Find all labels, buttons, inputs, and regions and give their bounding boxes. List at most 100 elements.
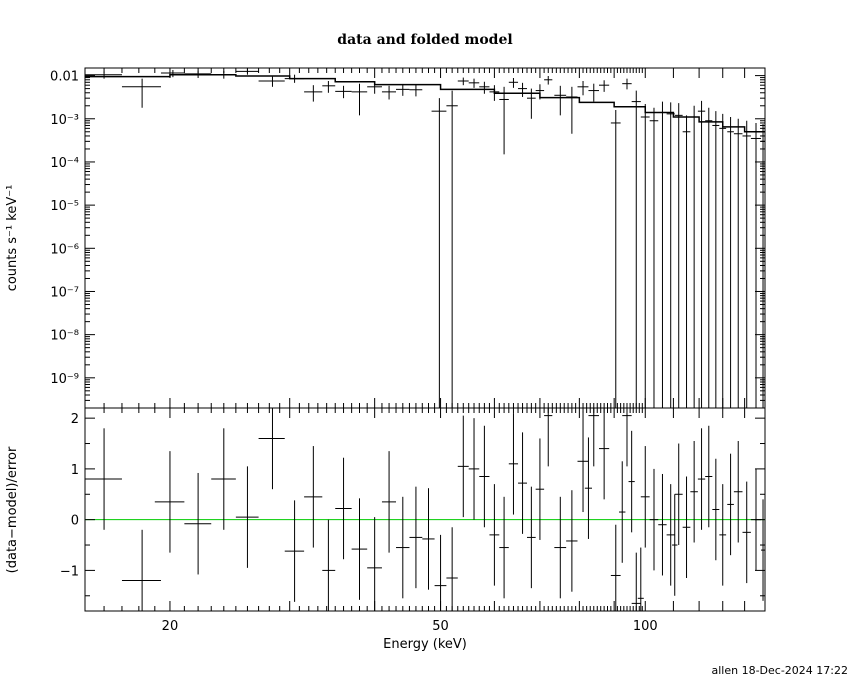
data-point xyxy=(258,76,285,87)
data-point xyxy=(631,90,641,408)
residual-point xyxy=(468,418,480,520)
data-point xyxy=(674,103,683,408)
data-point xyxy=(211,70,236,79)
data-point xyxy=(457,77,469,86)
residual-y-axis-label: (data−model)/error xyxy=(5,446,20,573)
data-point xyxy=(742,120,751,408)
spectrum-panel: 0.01 10⁻³ 10⁻⁴ 10⁻⁵ 10⁻⁶ 10⁻⁷ 10⁻⁸ 10⁻⁹ counts … xyxy=(5,67,766,409)
data-point xyxy=(761,124,765,408)
residual-point xyxy=(577,410,589,513)
data-point xyxy=(235,68,259,75)
data-point xyxy=(284,74,305,83)
residual-point xyxy=(235,466,259,568)
residual-point xyxy=(628,430,635,533)
y-tick-label: 0 xyxy=(71,514,79,529)
residual-point xyxy=(322,519,336,611)
data-point xyxy=(85,71,122,79)
data-point xyxy=(682,115,691,408)
residual-point xyxy=(422,488,435,590)
data-point xyxy=(446,90,458,408)
residual-point xyxy=(508,413,519,515)
data-point xyxy=(351,83,368,116)
residual-point xyxy=(598,408,610,500)
residual-point xyxy=(351,498,368,600)
residual-point xyxy=(750,468,762,571)
residual-point xyxy=(367,517,382,611)
data-point xyxy=(544,75,553,85)
residual-point xyxy=(742,481,751,584)
data-point xyxy=(508,77,519,88)
residual-point xyxy=(526,486,536,589)
residual-point xyxy=(649,468,659,571)
y-tick-label: 10⁻⁷ xyxy=(50,285,79,300)
residual-point xyxy=(610,524,621,611)
residual-point xyxy=(304,446,323,548)
data-point xyxy=(705,107,713,408)
data-point xyxy=(409,84,423,97)
residual-point xyxy=(154,451,185,553)
data-point xyxy=(577,80,589,96)
x-tick-label: 50 xyxy=(432,619,449,634)
data-point xyxy=(658,101,667,408)
data-point xyxy=(322,80,336,93)
data-point xyxy=(727,116,734,408)
data-point xyxy=(381,85,397,100)
x-tick-label: 100 xyxy=(633,619,658,634)
x-tick-label: 20 xyxy=(162,619,179,634)
residual-point xyxy=(672,494,678,596)
model-line xyxy=(85,73,765,133)
data-point xyxy=(526,88,536,119)
spectrum-y-axis-label: counts s⁻¹ keV⁻¹ xyxy=(5,185,20,292)
y-tick-label: 10⁻⁴ xyxy=(50,156,79,171)
data-point xyxy=(479,81,490,94)
residual-point xyxy=(335,457,352,560)
residual-point xyxy=(396,496,410,599)
residual-point xyxy=(584,437,593,539)
data-point xyxy=(598,80,610,92)
data-point xyxy=(640,103,650,408)
data-point xyxy=(468,78,480,88)
residual-point xyxy=(211,428,236,530)
residual-point xyxy=(631,552,641,611)
residual-point xyxy=(184,472,212,575)
y-tick-label: 0.01 xyxy=(50,70,79,85)
residual-point xyxy=(284,500,305,602)
residual-point xyxy=(733,440,743,543)
residual-point xyxy=(666,484,675,586)
residual-point xyxy=(640,446,650,548)
residual-point xyxy=(727,453,734,556)
residual-point xyxy=(499,496,509,599)
data-point xyxy=(697,100,706,408)
data-point xyxy=(666,102,675,408)
residual-point xyxy=(544,408,553,467)
residual-point xyxy=(554,496,567,599)
residual-point xyxy=(674,443,683,546)
data-point xyxy=(690,105,698,408)
y-tick-label: 10⁻⁸ xyxy=(50,329,79,344)
residual-point xyxy=(121,529,161,611)
data-point xyxy=(367,81,382,94)
y-tick-label: 10⁻³ xyxy=(50,113,79,128)
y-tick-label: 10⁻⁶ xyxy=(50,242,79,257)
data-point xyxy=(610,109,621,408)
y-tick-label: 10⁻⁵ xyxy=(50,199,79,214)
data-point xyxy=(489,85,500,101)
residual-frame xyxy=(84,407,766,612)
residual-point xyxy=(381,451,397,553)
residual-point xyxy=(637,547,644,611)
y-tick-label: −1 xyxy=(60,564,79,579)
residual-point xyxy=(518,432,527,534)
residual-point xyxy=(690,440,698,543)
data-point xyxy=(712,111,720,408)
chart-title: data and folded model xyxy=(337,32,512,48)
residual-point xyxy=(719,484,727,586)
residual-point xyxy=(619,461,626,563)
data-point xyxy=(184,70,212,78)
data-point xyxy=(719,113,727,408)
residual-point xyxy=(409,486,423,589)
data-point xyxy=(431,98,447,408)
residual-point xyxy=(588,408,599,467)
data-point xyxy=(622,78,632,90)
data-point xyxy=(750,122,762,408)
residual-point xyxy=(622,408,632,467)
